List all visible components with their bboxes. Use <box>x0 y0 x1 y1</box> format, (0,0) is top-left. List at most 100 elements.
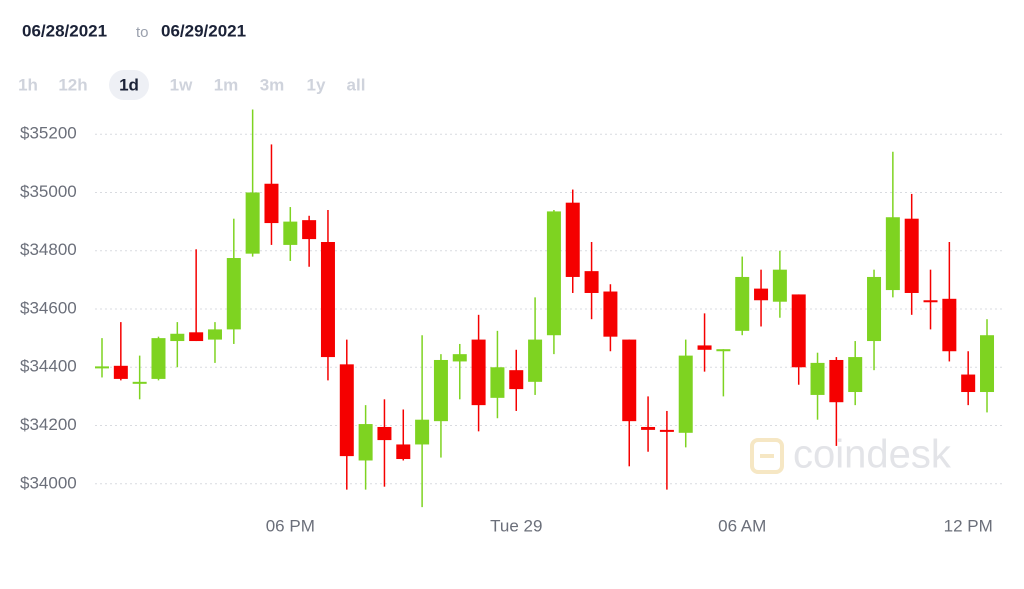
candle-body <box>302 220 317 240</box>
candle-body <box>867 276 882 342</box>
candle-body <box>377 426 392 441</box>
candle <box>923 269 938 330</box>
candle-body <box>622 339 637 422</box>
candle <box>226 218 241 344</box>
candle <box>659 410 674 490</box>
candle <box>528 297 543 395</box>
candle-body <box>641 426 656 430</box>
candle-body <box>358 424 373 461</box>
candle-body <box>226 258 241 330</box>
candle <box>452 343 467 400</box>
candle-body <box>490 367 505 398</box>
candle <box>772 250 787 318</box>
candle <box>961 351 976 406</box>
candle <box>433 354 448 458</box>
candle <box>697 313 712 372</box>
candle-body <box>132 381 147 384</box>
watermark-text: coindesk <box>793 433 952 477</box>
candle-body <box>942 298 957 352</box>
candle-body <box>320 242 335 358</box>
candle-body <box>264 183 279 224</box>
candle-body <box>885 217 900 291</box>
x-tick-label: 12 PM <box>944 516 993 535</box>
candle <box>829 357 844 446</box>
range-selector: 1h 12h 1d 1w 1m 3m 1y all <box>18 70 365 100</box>
candle <box>207 322 222 363</box>
range-button[interactable]: 1m <box>214 75 239 94</box>
candle-body <box>584 271 599 293</box>
candle-body <box>810 362 825 395</box>
candle <box>584 242 599 320</box>
candle-body <box>829 359 844 403</box>
plot-area: $34000 $34200 $34400 $34600 $34800 $35000 $352… <box>20 109 1002 535</box>
candle-body <box>603 291 618 337</box>
candle-body <box>904 218 919 293</box>
candle <box>867 269 882 371</box>
range-button[interactable]: 12h <box>58 75 87 94</box>
candle-body <box>396 444 411 460</box>
candle-body <box>772 269 787 302</box>
y-tick-label: $35200 <box>20 124 77 143</box>
y-tick-label: $34000 <box>20 473 77 492</box>
candle <box>754 269 769 327</box>
candle <box>565 189 580 293</box>
candle <box>848 341 863 406</box>
candle <box>641 396 656 452</box>
watermark: coindesk <box>750 433 952 477</box>
candle <box>283 207 298 261</box>
candle <box>320 209 335 381</box>
candle-body <box>189 332 204 342</box>
candle <box>490 330 505 419</box>
candle-body <box>339 364 354 457</box>
candle-body <box>95 366 109 369</box>
candle <box>678 339 693 448</box>
candle <box>245 109 260 257</box>
date-from: 06/28/2021 <box>22 21 107 40</box>
candle-body <box>433 359 448 422</box>
candle <box>264 144 279 245</box>
candle <box>377 399 392 487</box>
candle-body <box>848 357 863 393</box>
candle-body <box>151 338 166 379</box>
candle <box>396 409 411 461</box>
candle-body <box>716 349 731 352</box>
candle <box>113 322 128 381</box>
candle-body <box>170 333 185 342</box>
candle <box>942 242 957 362</box>
candle-body <box>546 211 561 336</box>
candle-body <box>791 294 806 368</box>
range-selected-bg <box>109 70 149 100</box>
candle <box>415 335 430 508</box>
y-tick-label: $34200 <box>20 415 77 434</box>
range-button[interactable]: 1d <box>119 75 139 94</box>
range-button[interactable]: 3m <box>260 75 285 94</box>
candle <box>151 336 166 381</box>
candle-body <box>961 374 976 393</box>
candle <box>189 249 204 342</box>
range-button[interactable]: 1y <box>307 75 326 94</box>
y-tick-label: $34600 <box>20 298 77 317</box>
range-button[interactable]: all <box>347 75 366 94</box>
candle <box>603 284 618 352</box>
y-tick-label: $35000 <box>20 182 77 201</box>
candle <box>904 193 919 315</box>
candle <box>885 151 900 298</box>
candle <box>358 405 373 490</box>
range-button[interactable]: 1h <box>18 75 38 94</box>
candle-body <box>471 339 486 406</box>
candle <box>791 294 806 385</box>
candle <box>471 314 486 432</box>
candle-body <box>207 329 222 340</box>
candle-body <box>659 429 674 432</box>
candle <box>622 339 637 467</box>
range-button[interactable]: 1w <box>170 75 193 94</box>
candle <box>95 338 109 378</box>
candle-body <box>245 192 260 254</box>
watermark-icon <box>750 438 784 474</box>
candle-body <box>113 365 128 379</box>
candle-body <box>735 276 750 331</box>
candle-body <box>923 300 938 303</box>
candle <box>509 349 524 411</box>
candle-body <box>415 419 430 445</box>
